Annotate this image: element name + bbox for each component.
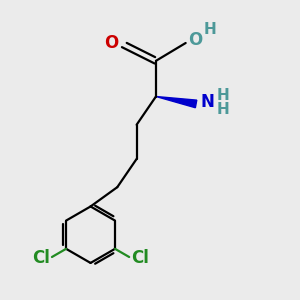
Polygon shape (156, 97, 197, 108)
Text: O: O (188, 31, 202, 49)
Text: Cl: Cl (32, 250, 50, 268)
Text: H: H (216, 102, 229, 117)
Text: H: H (204, 22, 217, 37)
Text: Cl: Cl (131, 250, 149, 268)
Text: H: H (216, 88, 229, 103)
Text: O: O (103, 34, 118, 52)
Text: N: N (200, 93, 214, 111)
